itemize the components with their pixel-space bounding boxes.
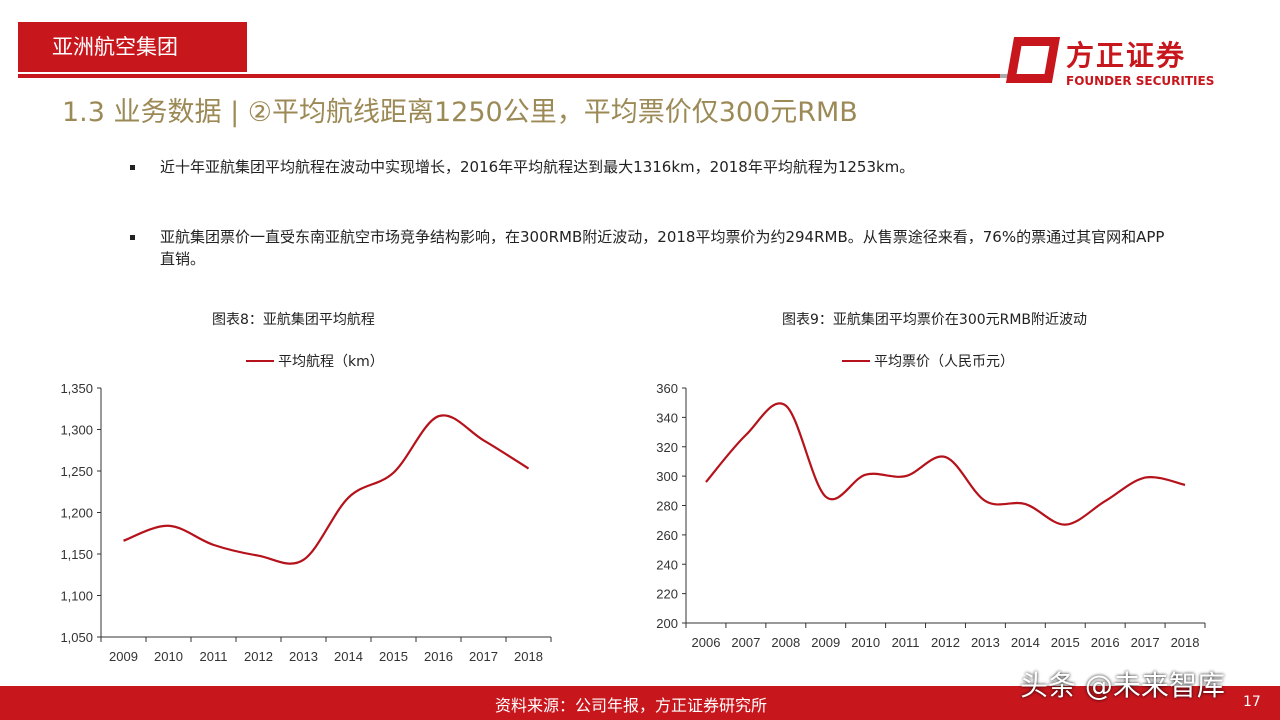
y-tick-label: 1,100: [60, 589, 93, 604]
chart1-title: 图表8：亚航集团平均航程: [212, 312, 375, 328]
legend-line-icon: [842, 360, 870, 362]
x-tick-label: 2006: [692, 635, 721, 650]
x-tick-label: 2018: [514, 649, 543, 664]
y-tick-label: 220: [656, 587, 678, 602]
y-tick-label: 1,250: [60, 464, 93, 479]
y-tick-label: 280: [656, 499, 678, 514]
header-divider: [18, 74, 1008, 78]
bullet-icon: [130, 235, 135, 240]
y-tick-label: 320: [656, 440, 678, 455]
y-tick-label: 1,350: [60, 381, 93, 396]
y-tick-label: 360: [656, 381, 678, 396]
y-tick-label: 200: [656, 616, 678, 631]
x-tick-label: 2012: [931, 635, 960, 650]
x-tick-label: 2009: [109, 649, 138, 664]
x-tick-label: 2011: [892, 635, 920, 650]
y-tick-label: 1,200: [60, 506, 93, 521]
x-tick-label: 2018: [1171, 635, 1200, 650]
x-tick-label: 2015: [1051, 635, 1080, 650]
watermark: 头条 @未来智库: [1020, 669, 1225, 702]
x-tick-label: 2011: [200, 649, 228, 664]
y-tick-label: 1,300: [60, 423, 93, 438]
x-tick-label: 2008: [771, 635, 800, 650]
x-tick-label: 2013: [971, 635, 1000, 650]
chart1-legend: 平均航程（km）: [246, 351, 384, 371]
x-tick-label: 2007: [731, 635, 760, 650]
footer-bar: [0, 686, 1280, 720]
bullet-icon: [130, 165, 135, 170]
y-tick-label: 1,050: [60, 630, 93, 645]
y-tick-label: 340: [656, 410, 678, 425]
x-tick-label: 2017: [1131, 635, 1160, 650]
y-tick-label: 1,150: [60, 547, 93, 562]
chart2-legend: 平均票价（人民币元）: [842, 351, 1014, 371]
logo-text-cn: 方正证券: [1066, 39, 1187, 72]
x-tick-label: 2016: [1091, 635, 1120, 650]
series-line: [705, 402, 1186, 526]
y-tick-label: 240: [656, 557, 678, 572]
x-tick-label: 2016: [424, 649, 453, 664]
x-tick-label: 2014: [334, 649, 363, 664]
x-tick-label: 2014: [1011, 635, 1040, 650]
x-tick-label: 2012: [244, 649, 273, 664]
source-note: 资料来源：公司年报，方正证券研究所: [495, 696, 768, 715]
y-tick-label: 300: [656, 469, 678, 484]
chart2-title: 图表9：亚航集团平均票价在300元RMB附近波动: [782, 312, 1088, 328]
series-line: [123, 414, 530, 565]
x-tick-label: 2013: [289, 649, 318, 664]
x-tick-label: 2015: [379, 649, 408, 664]
x-tick-label: 2010: [851, 635, 880, 650]
section-label: 亚洲航空集团: [18, 22, 247, 72]
y-tick-label: 260: [656, 528, 678, 543]
bullet-1: 近十年亚航集团平均航程在波动中实现增长，2016年平均航程达到最大1316km，…: [130, 156, 1170, 178]
header-divider-accent: [1000, 74, 1012, 78]
founder-logo: 方正证券 FOUNDER SECURITIES: [1005, 34, 1220, 94]
bullet-2: 亚航集团票价一直受东南亚航空市场竞争结构影响，在300RMB附近波动，2018平…: [130, 226, 1170, 270]
page-title: 1.3 业务数据 | ②平均航线距离1250公里，平均票价仅300元RMB: [62, 97, 858, 128]
x-tick-label: 2009: [811, 635, 840, 650]
page-number: 17: [1243, 694, 1261, 710]
logo-text-en: FOUNDER SECURITIES: [1066, 74, 1215, 88]
legend-line-icon: [246, 360, 274, 362]
x-tick-label: 2010: [154, 649, 183, 664]
x-tick-label: 2017: [469, 649, 498, 664]
